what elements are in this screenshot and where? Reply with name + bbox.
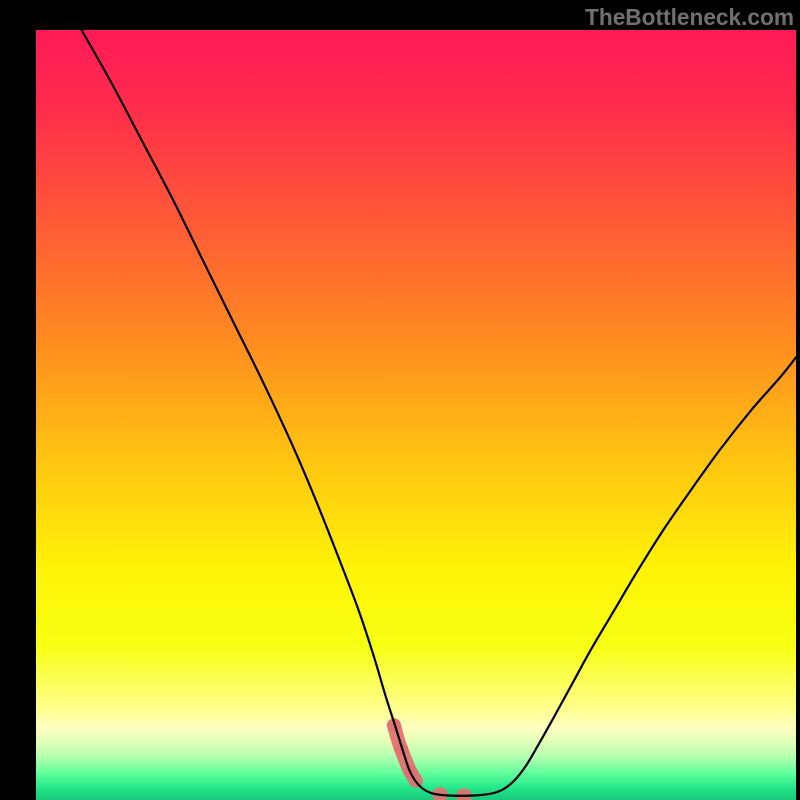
plot-area bbox=[36, 30, 796, 800]
curve-layer bbox=[36, 30, 796, 800]
bottleneck-curve bbox=[82, 30, 796, 796]
watermark-text: TheBottleneck.com bbox=[585, 4, 794, 31]
bottleneck-chart: TheBottleneck.com bbox=[0, 0, 800, 800]
